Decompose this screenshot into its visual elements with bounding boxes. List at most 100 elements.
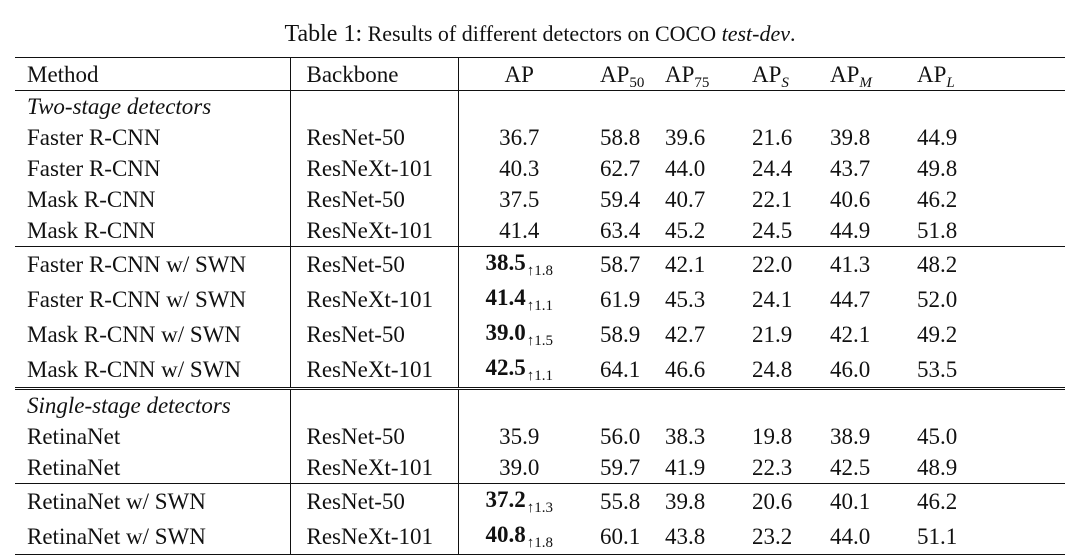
cell-method: Faster R-CNN w/ SWN bbox=[15, 246, 290, 282]
header-ap75: AP75 bbox=[665, 57, 752, 91]
ap-value: 39.0 bbox=[485, 320, 526, 345]
ap-gain: ↑1.8 bbox=[526, 535, 553, 551]
cell-apl: 51.1 bbox=[917, 519, 1065, 555]
cell-ap50: 64.1 bbox=[600, 357, 641, 382]
cell-method: RetinaNet bbox=[27, 424, 121, 449]
ap-value: 38.5 bbox=[485, 250, 526, 275]
group-label: Single-stage detectors bbox=[15, 387, 290, 421]
cell-method: Mask R-CNN w/ SWN bbox=[27, 322, 242, 347]
cell-backbone: ResNet-50 bbox=[289, 122, 458, 153]
cell-ap: 37.2↑1.3 bbox=[457, 483, 580, 519]
table-row: Faster R-CNN w/ SWN ResNet-50 38.5↑1.8 58.7… bbox=[15, 246, 1065, 282]
header-ap50-sub: 50 bbox=[629, 74, 645, 91]
cell-ap50: 56.0 bbox=[600, 424, 641, 449]
cell-ap75: 44.0 bbox=[665, 156, 706, 181]
cell-ap75: 45.3 bbox=[665, 287, 706, 312]
cell-ap75: 40.7 bbox=[665, 187, 706, 212]
table-row: Faster R-CNN w/ SWN ResNeXt-101 41.4↑1.1 61… bbox=[15, 282, 1065, 317]
table-row: Mask R-CNN w/ SWN ResNet-50 39.0↑1.5 58.9 42… bbox=[15, 317, 1065, 352]
cell-ap75: 41.9 bbox=[665, 455, 706, 480]
cell-backbone: ResNeXt-101 bbox=[289, 352, 458, 389]
results-body: Two-stage detectors Faster R-CNN ResNet-50… bbox=[15, 90, 1065, 555]
table-row: Mask R-CNN w/ SWN ResNeXt-101 42.5↑1.1 64.1… bbox=[15, 352, 1065, 389]
cell-apm: 44.7 bbox=[830, 287, 871, 312]
group-empty-cell bbox=[580, 387, 1065, 421]
header-aps-sub: S bbox=[781, 74, 789, 91]
ap-gain: ↑1.1 bbox=[526, 298, 553, 314]
header-ap: AP bbox=[457, 57, 580, 91]
ap-value: 35.9 bbox=[499, 424, 540, 449]
cell-ap: 40.8↑1.8 bbox=[457, 519, 580, 555]
cell-aps: 24.1 bbox=[752, 287, 793, 312]
cell-ap75: 42.7 bbox=[665, 322, 706, 347]
cell-apl: 46.2 bbox=[917, 187, 958, 212]
cell-apm: 40.6 bbox=[830, 187, 871, 212]
cell-apl: 49.8 bbox=[917, 156, 958, 181]
cell-apm: 46.0 bbox=[830, 357, 871, 382]
cell-apm: 41.3 bbox=[830, 246, 917, 282]
cell-apm: 44.0 bbox=[830, 519, 917, 555]
header-apl: APL bbox=[917, 57, 1065, 91]
cell-method: RetinaNet w/ SWN bbox=[15, 519, 290, 555]
cell-apm: 42.1 bbox=[830, 322, 871, 347]
ap-value: 36.7 bbox=[499, 125, 540, 150]
table-row: RetinaNet ResNet-50 35.9 56.0 38.3 19.8 38.9 45… bbox=[15, 421, 1065, 452]
ap-value: 42.5 bbox=[485, 355, 526, 380]
cell-method: Faster R-CNN bbox=[27, 125, 161, 150]
caption-dataset: test-dev bbox=[721, 21, 790, 46]
cell-backbone: ResNet-50 bbox=[289, 421, 458, 452]
header-aps: APS bbox=[752, 57, 830, 91]
group-label: Two-stage detectors bbox=[27, 94, 212, 119]
cell-backbone: ResNet-50 bbox=[289, 317, 458, 352]
cell-aps: 19.8 bbox=[752, 424, 793, 449]
cell-ap: 38.5↑1.8 bbox=[457, 246, 580, 282]
ap-value: 41.4 bbox=[485, 285, 526, 310]
ap-value: 39.0 bbox=[499, 455, 540, 480]
cell-method: Faster R-CNN w/ SWN bbox=[27, 287, 247, 312]
header-aps-base: AP bbox=[752, 61, 782, 87]
cell-ap: 39.0↑1.5 bbox=[457, 317, 580, 352]
cell-apm: 42.5 bbox=[830, 455, 871, 480]
cell-aps: 23.2 bbox=[752, 519, 830, 555]
table-row: RetinaNet w/ SWN ResNet-50 37.2↑1.3 55.8 39.… bbox=[15, 483, 1065, 519]
cell-method: RetinaNet bbox=[27, 455, 121, 480]
ap-gain: ↑1.3 bbox=[526, 500, 553, 516]
caption-label: Table 1: bbox=[284, 21, 363, 47]
cell-ap: 39.0 bbox=[457, 452, 580, 484]
cell-aps: 21.9 bbox=[752, 322, 793, 347]
cell-apm: 43.7 bbox=[830, 156, 871, 181]
header-apm-base: AP bbox=[830, 61, 860, 87]
group-empty-cell bbox=[580, 91, 1065, 123]
cell-backbone: ResNeXt-101 bbox=[289, 153, 458, 184]
cell-ap50: 58.7 bbox=[580, 246, 665, 282]
cell-ap50: 59.7 bbox=[600, 455, 641, 480]
group-empty-cell bbox=[457, 387, 580, 421]
cell-ap75: 39.6 bbox=[665, 125, 706, 150]
cell-ap: 36.7 bbox=[457, 122, 580, 153]
cell-aps: 21.6 bbox=[752, 125, 793, 150]
cell-method: RetinaNet w/ SWN bbox=[15, 483, 290, 519]
cell-backbone: ResNeXt-101 bbox=[289, 519, 458, 555]
cell-method: Mask R-CNN bbox=[27, 187, 156, 212]
cell-ap: 40.3 bbox=[457, 153, 580, 184]
cell-aps: 24.8 bbox=[752, 357, 793, 382]
cell-apl: 49.2 bbox=[917, 322, 958, 347]
cell-ap50: 58.9 bbox=[600, 322, 641, 347]
table-row: Faster R-CNN ResNeXt-101 40.3 62.7 44.0 24.4 4… bbox=[15, 153, 1065, 184]
cell-ap75: 46.6 bbox=[665, 357, 706, 382]
cell-backbone: ResNet-50 bbox=[289, 246, 458, 282]
cell-aps: 24.4 bbox=[752, 156, 793, 181]
group-empty-cell bbox=[289, 387, 458, 421]
cell-ap50: 58.8 bbox=[600, 125, 641, 150]
cell-method: Mask R-CNN bbox=[27, 218, 156, 243]
cell-ap75: 45.2 bbox=[665, 218, 706, 243]
cell-aps: 20.6 bbox=[752, 483, 830, 519]
cell-ap75: 42.1 bbox=[665, 246, 752, 282]
ap-value: 40.8 bbox=[485, 522, 526, 547]
cell-aps: 22.1 bbox=[752, 187, 793, 212]
cell-ap50: 63.4 bbox=[600, 218, 641, 243]
cell-apl: 48.9 bbox=[917, 455, 958, 480]
cell-aps: 22.3 bbox=[752, 455, 793, 480]
header-ap50: AP50 bbox=[580, 57, 665, 91]
header-apl-sub: L bbox=[946, 74, 955, 91]
